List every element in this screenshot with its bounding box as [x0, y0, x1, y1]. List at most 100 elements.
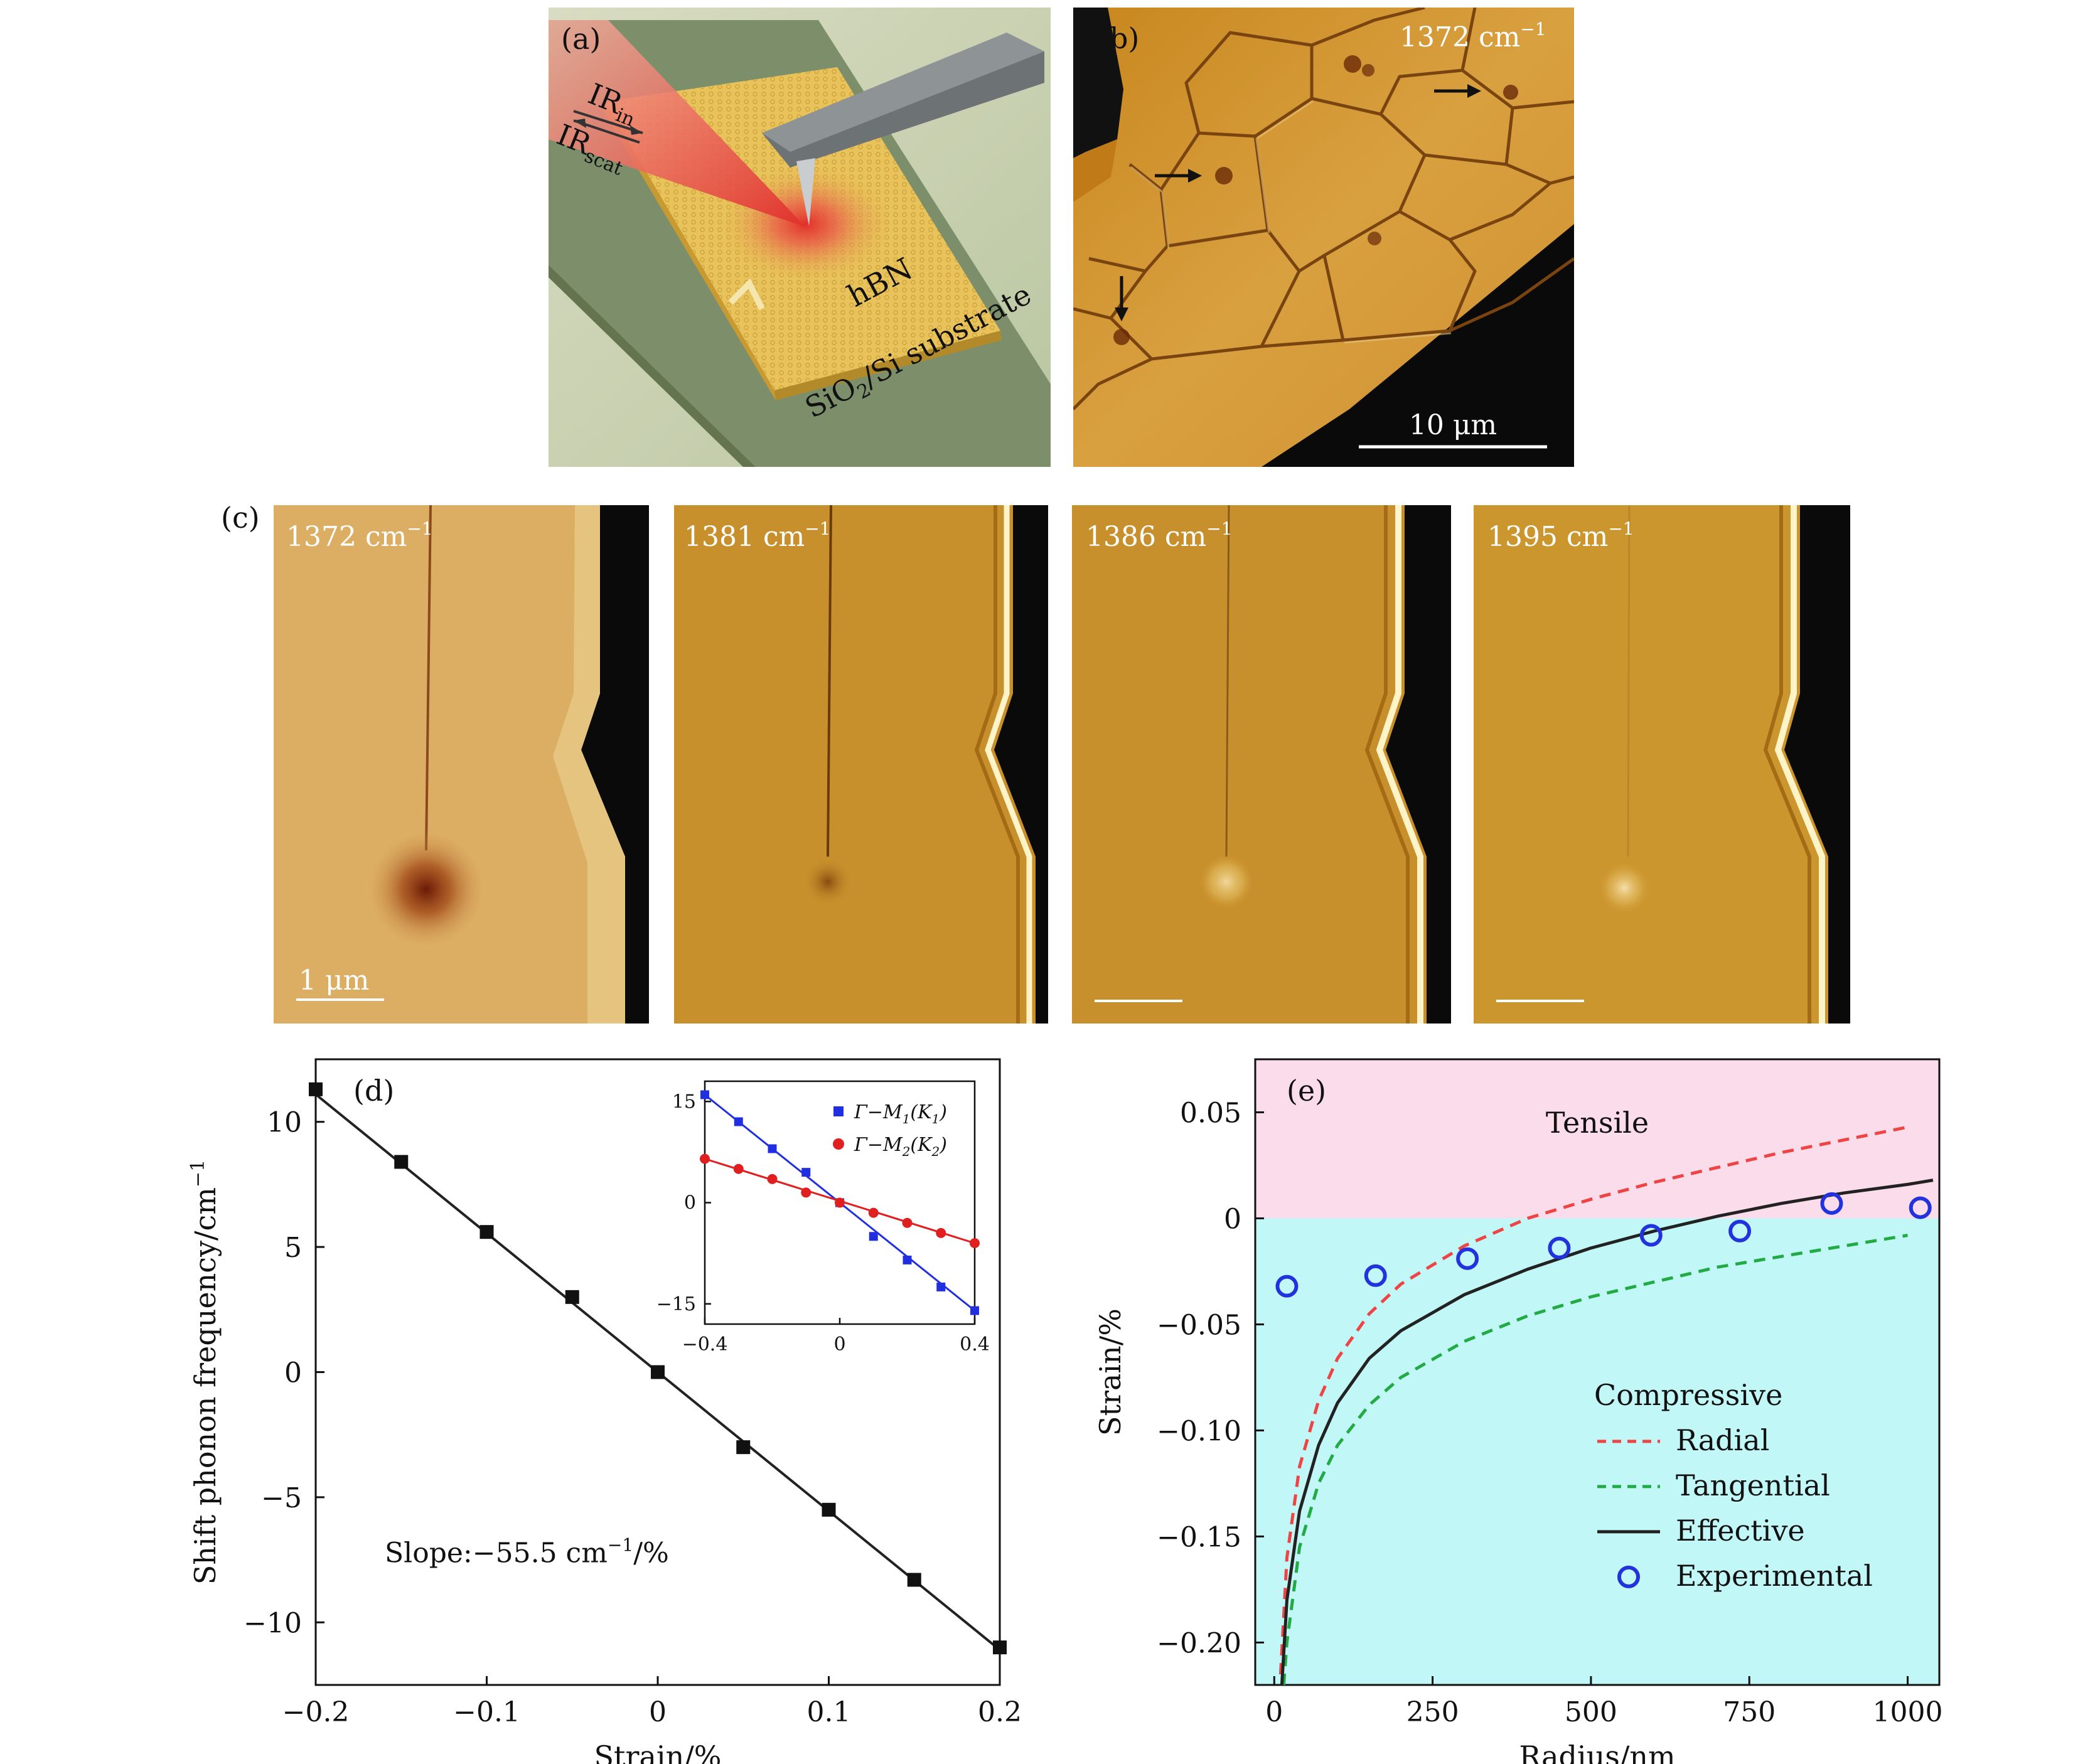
chart-e-ytick-label: −0.10 [1157, 1415, 1241, 1447]
chart-d-xtick-label: −0.1 [453, 1696, 520, 1728]
panel-c2-wavenumber: 1381 cm [684, 521, 805, 553]
chart-e-ytick-label: −0.15 [1157, 1521, 1241, 1553]
chart-e-xtick-label: 0 [1265, 1696, 1283, 1728]
chart-e-region-label-compressive: Compressive [1594, 1378, 1782, 1412]
chart-d-inset-point [700, 1090, 709, 1099]
panel-b-wavenumber: 1372 cm [1400, 21, 1520, 53]
panel-c3-wavenumber: 1386 cm [1086, 521, 1206, 553]
chart-e-xtick-label: 250 [1406, 1696, 1459, 1728]
panel-b-scalebar-label: 10 μm [1409, 409, 1497, 441]
chart-e-line-radial [1278, 1125, 1909, 1675]
chart-e-xtick-label: 1000 [1873, 1696, 1943, 1728]
chart-d-inset-legend-label: Γ−M2(K2) [854, 1134, 947, 1159]
chart-d-inset-legend-label: Γ−M1(K1) [854, 1101, 947, 1126]
chart-e-xtick-label: 500 [1565, 1696, 1617, 1728]
chart-d-inset-point [734, 1117, 743, 1126]
chart-e-experimental-point [1456, 1247, 1479, 1270]
chart-e-xtick-label: 750 [1723, 1696, 1776, 1728]
chart-d-inset-xtick-label: 0.4 [960, 1334, 990, 1355]
chart-d-inset-point [869, 1232, 878, 1241]
chart-e-legend-marker [1617, 1565, 1640, 1588]
chart-d-panel-label: (d) [353, 1074, 394, 1108]
afm-tip [796, 158, 815, 226]
chart-d-inset-ytick-label: 0 [684, 1192, 696, 1214]
chart-d-point [479, 1225, 494, 1239]
chart-e-panel-label: (e) [1287, 1074, 1326, 1108]
chart-d-inset-point [970, 1306, 979, 1315]
chart-e-ytick-label: 0 [1224, 1203, 1241, 1235]
svg-text:1395 cm−1: 1395 cm−1 [1487, 518, 1634, 553]
chart-e-experimental-point [1548, 1236, 1571, 1259]
chart-d-inset-legend-marker [833, 1106, 844, 1116]
panel-c-image-3: 1386 cm−1 [1072, 505, 1451, 1024]
chart-e-ylabel: Strain/% [1093, 1308, 1127, 1436]
svg-text:1372 cm−1: 1372 cm−1 [286, 518, 433, 553]
chart-d-inset-point [936, 1227, 946, 1238]
chart-d-inset-point [835, 1198, 844, 1207]
chart-d-ytick-label: 0 [284, 1357, 302, 1389]
chart-d-inset-ytick-label: −15 [656, 1293, 696, 1315]
chart-d-point [822, 1502, 836, 1517]
chart-d-inset-point [903, 1255, 912, 1264]
chart-e-ytick-label: 0.05 [1180, 1097, 1241, 1129]
chart-d-inset-point [801, 1168, 811, 1177]
chart-e-region-tensile [1255, 1059, 1939, 1219]
chart-d-ytick-label: 5 [284, 1232, 302, 1264]
chart-e-xlabel: Radius/nm [1519, 1740, 1675, 1764]
chart-e-legend-label: Effective [1676, 1514, 1805, 1548]
chart-d-inset-point [868, 1207, 879, 1218]
chart-d-inset-line [704, 1158, 975, 1244]
chart-d-xlabel: Strain/% [594, 1740, 722, 1764]
ir-beam [549, 20, 806, 227]
chart-d-inset-point [733, 1163, 744, 1174]
chart-d-xtick-label: 0 [649, 1696, 667, 1728]
chart-e-line-tangential [1282, 1234, 1908, 1686]
chart-d-inset-point [768, 1144, 777, 1153]
panel-a-label: (a) [561, 22, 601, 56]
chart-d-fit-line [314, 1093, 1001, 1651]
chart-d-point [993, 1640, 1007, 1655]
chart-e-frame [1254, 1058, 1941, 1686]
svg-text:1381 cm−1: 1381 cm−1 [684, 518, 831, 553]
chart-d-point [736, 1440, 751, 1455]
chart-d-ylabel: Shift phonon frequency/cm−1 [187, 1160, 222, 1585]
chart-e-ytick-label: −0.20 [1157, 1627, 1241, 1659]
chart-d-inset-frame [704, 1080, 976, 1325]
chart-e-experimental-point [1909, 1196, 1932, 1219]
chart-d-point [907, 1573, 921, 1587]
panel-c-image-4: 1395 cm−1 [1474, 505, 1850, 1024]
panel-c1-wavenumber: 1372 cm [286, 521, 407, 553]
panel-c1-scalebar-label: 1 μm [299, 965, 369, 997]
chart-e-legend-label: Radial [1676, 1423, 1769, 1457]
svg-text:1386 cm−1: 1386 cm−1 [1086, 518, 1233, 553]
panel-b-label: (b) [1098, 21, 1139, 55]
chart-e-legend-label: Experimental [1676, 1559, 1873, 1593]
chart-d-inset-point [970, 1238, 980, 1248]
chart-d-point [651, 1365, 665, 1379]
svg-text:1372 cm−1: 1372 cm−1 [1400, 19, 1546, 53]
chart-d-point [565, 1290, 579, 1304]
chart-e-experimental-point [1364, 1264, 1387, 1287]
chart-d-ytick-label: −5 [261, 1482, 302, 1514]
chart-d-point [394, 1155, 409, 1169]
chart-e-legend-label: Tangential [1676, 1468, 1830, 1502]
chart-e-experimental-point [1275, 1275, 1299, 1298]
chart-d-inset-point [902, 1217, 913, 1228]
chart-d-point [309, 1082, 323, 1096]
chart-e-experimental-point [1639, 1224, 1663, 1247]
chart-d-frame [314, 1058, 1001, 1686]
chart-e-region-label-tensile: Tensile [1546, 1106, 1649, 1140]
panel-c-label: (c) [221, 501, 260, 535]
chart-d-inset-line [704, 1094, 975, 1312]
chart-d-inset-point [700, 1153, 710, 1164]
chart-d-xtick-label: −0.2 [282, 1696, 350, 1728]
panel-b-image: 10 μm (b) 1372 cm−1 [1073, 8, 1574, 467]
chart-d-inset-legend-marker [833, 1138, 844, 1150]
chart-d-xtick-label: 0.1 [807, 1696, 851, 1728]
chart-d-xtick-label: 0.2 [978, 1696, 1022, 1728]
chart-e-region-compressive [1255, 1218, 1939, 1685]
chart-d-inset-point [801, 1187, 812, 1198]
chart-e-experimental-point [1820, 1192, 1843, 1215]
panel-c-image-2: 1381 cm−1 [674, 505, 1048, 1024]
chart-e-experimental-point [1728, 1219, 1752, 1243]
